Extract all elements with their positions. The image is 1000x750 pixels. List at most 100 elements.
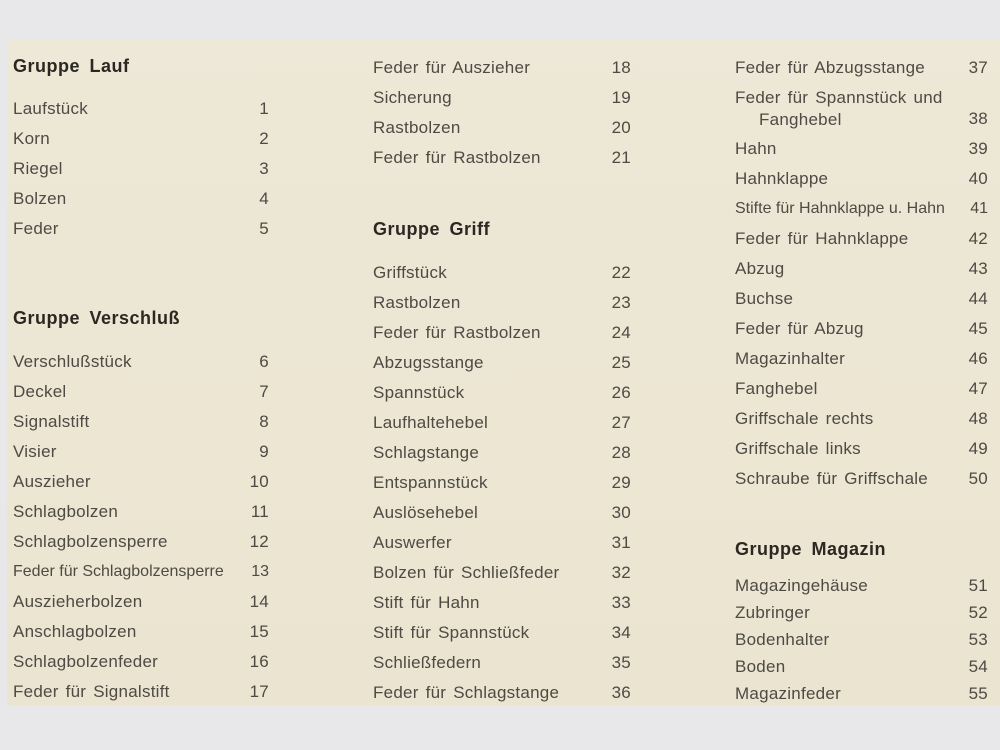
part-label: Griffschale links bbox=[735, 439, 861, 458]
part-row: Buchse 44 bbox=[735, 284, 988, 314]
part-row: Entspannstück 29 bbox=[373, 468, 631, 498]
part-label: Feder für Signalstift bbox=[13, 682, 170, 701]
part-row: Visier 9 bbox=[13, 437, 269, 467]
part-label: Signalstift bbox=[13, 412, 90, 431]
part-label: Hahnklappe bbox=[735, 169, 829, 188]
part-label: Magazinfeder bbox=[735, 683, 842, 703]
parts-list: Magazingehäuse 51 Zubringer 52 Bodenhalter 53… bbox=[735, 572, 988, 707]
parts-column-right: Feder für Abzugsstange 37 Feder für Spanns… bbox=[735, 40, 988, 706]
parts-list: Feder für Abzugsstange 37 Feder für Spanns… bbox=[735, 53, 988, 494]
part-row: Feder für Signalstift 17 bbox=[13, 677, 269, 707]
part-row: Boden 54 bbox=[735, 653, 988, 680]
part-number: 28 bbox=[611, 443, 631, 462]
part-row: Griffschale links 49 bbox=[735, 434, 988, 464]
part-row: Hahnklappe 40 bbox=[735, 164, 988, 194]
part-number: 7 bbox=[259, 382, 269, 401]
part-label: Griffstück bbox=[373, 263, 447, 282]
part-number: 21 bbox=[611, 148, 631, 167]
part-number: 41 bbox=[970, 200, 988, 217]
part-label: Rastbolzen bbox=[373, 293, 461, 312]
part-label: Abzug bbox=[735, 259, 785, 278]
part-row: Bolzen 4 bbox=[13, 184, 269, 214]
part-label: Auslösehebel bbox=[373, 503, 479, 522]
part-number: 46 bbox=[968, 349, 988, 368]
part-number: 48 bbox=[968, 409, 988, 428]
part-label: Feder für Rastbolzen bbox=[373, 323, 541, 342]
part-row: Laufhaltehebel 27 bbox=[373, 408, 631, 438]
part-row: Korn 2 bbox=[13, 124, 269, 154]
group-heading: Gruppe Lauf bbox=[13, 56, 130, 76]
part-label-line2: Fanghebel bbox=[759, 110, 842, 129]
part-row: Stift für Spannstück 34 bbox=[373, 618, 631, 648]
part-label: Magazinhalter bbox=[735, 349, 846, 368]
part-label: Schlagbolzensperre bbox=[13, 532, 168, 551]
parts-list: Feder für Auszieher 18 Sicherung 19 Rastbolz… bbox=[373, 53, 631, 173]
part-row: Schraube für Griffschale 50 bbox=[735, 464, 988, 494]
part-number: 36 bbox=[611, 683, 631, 702]
group-heading: Gruppe Magazin bbox=[735, 539, 887, 559]
part-label: Feder für Rastbolzen bbox=[373, 148, 541, 167]
part-number: 29 bbox=[611, 473, 631, 492]
part-label: Zubringer bbox=[735, 602, 811, 622]
part-row: Auswerfer 31 bbox=[373, 528, 631, 558]
part-row: Zubringer 52 bbox=[735, 599, 988, 626]
part-number: 32 bbox=[611, 563, 631, 582]
part-number: 10 bbox=[249, 472, 269, 491]
parts-list: Laufstück 1 Korn 2 Riegel 3 Bolzen 4 Feder 5 bbox=[13, 94, 269, 244]
part-label: Schließfedern bbox=[373, 653, 482, 672]
part-row: Verschlußstück 6 bbox=[13, 347, 269, 377]
part-number: 52 bbox=[968, 602, 988, 622]
part-number: 12 bbox=[249, 532, 269, 551]
part-row: Feder für Abzug 45 bbox=[735, 314, 988, 344]
part-row: Schlagstange 28 bbox=[373, 438, 631, 468]
part-label: Anschlagbolzen bbox=[13, 622, 137, 641]
part-label: Feder für Schlagstange bbox=[373, 683, 560, 702]
part-label: Griffschale rechts bbox=[735, 409, 874, 428]
part-row: Feder für Auszieher 18 bbox=[373, 53, 631, 83]
part-number: 17 bbox=[249, 682, 269, 701]
part-label: Laufstück bbox=[13, 99, 89, 118]
part-row: Feder für Spannstück und Fanghebel 38 bbox=[735, 83, 988, 134]
part-label: Korn bbox=[13, 129, 50, 148]
part-label: Feder für Schlagbolzensperre bbox=[13, 563, 224, 580]
part-label-line1: Feder für Spannstück und bbox=[735, 88, 943, 107]
part-number: 2 bbox=[259, 129, 269, 148]
part-number: 20 bbox=[611, 118, 631, 137]
part-number: 55 bbox=[968, 683, 988, 703]
part-row: Griffstück 22 bbox=[373, 258, 631, 288]
part-label: Schlagbolzen bbox=[13, 502, 119, 521]
part-label: Auszieher bbox=[13, 472, 91, 491]
part-number: 31 bbox=[611, 533, 631, 552]
part-number: 45 bbox=[968, 319, 988, 338]
part-row: Feder für Abzugsstange 37 bbox=[735, 53, 988, 83]
part-number: 27 bbox=[611, 413, 631, 432]
part-label: Feder für Spannstück und Fanghebel bbox=[735, 83, 962, 131]
part-label: Buchse bbox=[735, 289, 794, 308]
part-number: 35 bbox=[611, 653, 631, 672]
part-row: Anschlagbolzen 15 bbox=[13, 617, 269, 647]
part-label: Entspannstück bbox=[373, 473, 488, 492]
part-label: Bodenhalter bbox=[735, 629, 830, 649]
part-row: Feder für Hahnklappe 42 bbox=[735, 224, 988, 254]
part-label: Visier bbox=[13, 442, 57, 461]
part-row: Schlagbolzensperre 12 bbox=[13, 527, 269, 557]
part-label: Schraube für Griffschale bbox=[735, 469, 928, 488]
part-row: Bolzen für Schließfeder 32 bbox=[373, 558, 631, 588]
part-row: Abzugsstange 25 bbox=[373, 348, 631, 378]
part-row: Feder für Rastbolzen 21 bbox=[373, 143, 631, 173]
part-number: 6 bbox=[259, 352, 269, 371]
part-number: 19 bbox=[611, 88, 631, 107]
part-number: 1 bbox=[259, 99, 269, 118]
part-number: 37 bbox=[968, 58, 988, 77]
parts-list-page: Gruppe Lauf Laufstück 1 Korn 2 Riegel 3 Bolzen 4… bbox=[7, 40, 1000, 706]
group-heading: Gruppe Griff bbox=[373, 219, 490, 239]
part-number: 14 bbox=[249, 592, 269, 611]
part-number: 4 bbox=[259, 189, 269, 208]
part-row: Bodenhalter 53 bbox=[735, 626, 988, 653]
part-number: 53 bbox=[968, 629, 988, 649]
part-label: Feder für Abzugsstange bbox=[735, 58, 926, 77]
part-label: Hahn bbox=[735, 139, 777, 158]
part-label: Feder bbox=[13, 219, 59, 238]
part-row: Signalstift 8 bbox=[13, 407, 269, 437]
